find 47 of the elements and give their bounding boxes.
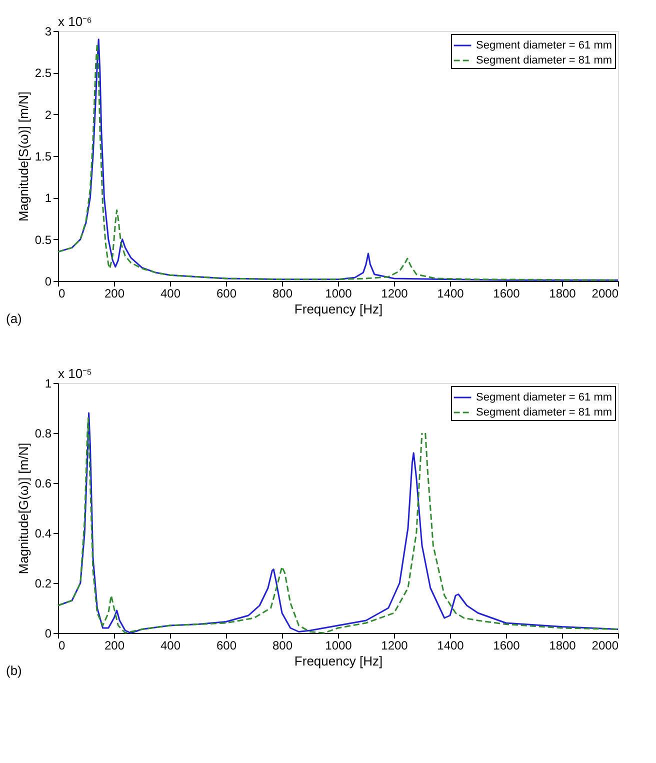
y-tick-label: 0.5	[34, 232, 52, 247]
x-tick-label: 600	[216, 286, 237, 300]
x-tick-label: 0	[58, 286, 66, 300]
x-tick-label: 800	[272, 286, 293, 300]
x-tick-label: 0	[58, 638, 66, 652]
x-tick-label: 1200	[381, 286, 408, 300]
legend-label: Segment diameter = 81 mm	[476, 54, 612, 66]
y-tick-label: 0.4	[34, 526, 52, 540]
x-tick-label: 1400	[437, 638, 464, 652]
text: (b)	[6, 663, 22, 678]
text: x 10⁻⁶	[58, 14, 92, 29]
y-tick-label: 0	[44, 626, 52, 640]
x-tick-label: 400	[160, 286, 181, 300]
legend-label: Segment diameter = 81 mm	[476, 406, 612, 418]
x-tick-label: 1000	[325, 286, 352, 300]
x-tick-label: 2000	[592, 638, 619, 652]
y-tick-label: 1	[44, 191, 52, 206]
x-tick-label: 1600	[493, 638, 520, 652]
y-tick-label: 1.5	[34, 150, 52, 164]
text: (a)	[6, 311, 22, 326]
y-tick-label: 0.2	[34, 576, 52, 590]
y-tick-label: 0.8	[34, 426, 52, 440]
y-tick-label: 0.6	[34, 476, 52, 490]
x-axis-title: Frequency [Hz]	[294, 654, 383, 668]
y-tick-label: 2	[44, 108, 52, 122]
legend-label: Segment diameter = 61 mm	[476, 40, 612, 52]
x-tick-label: 200	[104, 638, 125, 652]
x-tick-label: 1200	[381, 638, 408, 652]
x-tick-label: 200	[104, 286, 125, 300]
x-tick-label: 1400	[437, 286, 464, 300]
y-tick-label: 2.5	[34, 66, 52, 80]
x-tick-label: 1800	[549, 638, 576, 652]
x-axis-title: Frequency [Hz]	[294, 302, 383, 316]
y-axis-title: Magnitude[S(ω)] [m/N]	[16, 91, 31, 222]
x-tick-label: 800	[272, 638, 293, 652]
y-tick-label: 0	[44, 274, 52, 288]
x-tick-label: 400	[160, 638, 181, 652]
legend-label: Segment diameter = 61 mm	[476, 392, 612, 404]
y-axis-title: Magnitude[G(ω)] [m/N]	[16, 442, 31, 574]
text: x 10⁻⁵	[58, 366, 92, 381]
x-tick-label: 1600	[493, 286, 520, 300]
x-tick-label: 1800	[549, 286, 576, 300]
x-tick-label: 1000	[325, 638, 352, 652]
x-tick-label: 2000	[592, 286, 619, 300]
y-tick-label: 3	[44, 24, 52, 38]
x-tick-label: 600	[216, 638, 237, 652]
y-tick-label: 1	[44, 376, 52, 390]
